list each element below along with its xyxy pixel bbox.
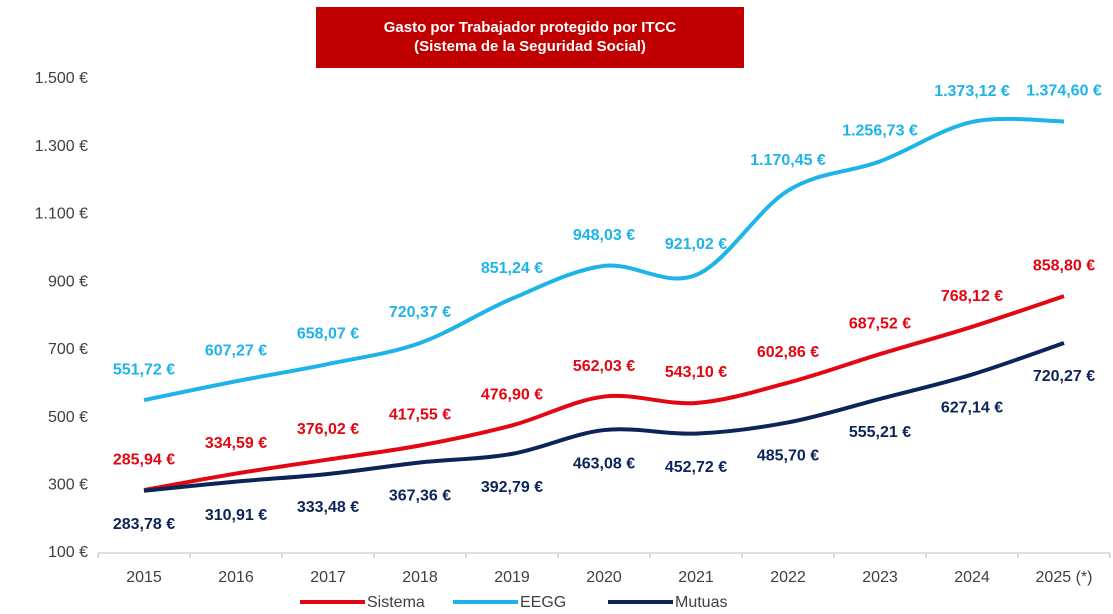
data-label: 452,72 € (665, 459, 727, 476)
data-label: 1.170,45 € (750, 152, 826, 169)
data-label: 485,70 € (757, 448, 819, 465)
x-tick-label: 2024 (954, 569, 990, 586)
y-tick-label: 1.100 € (35, 206, 88, 223)
data-label: 851,24 € (481, 260, 543, 277)
x-tick-label: 2017 (310, 569, 346, 586)
data-label: 687,52 € (849, 315, 911, 332)
data-label: 768,12 € (941, 288, 1003, 305)
legend-label: Mutuas (675, 594, 727, 611)
title-box (316, 7, 744, 68)
chart-subtitle: (Sistema de la Seguridad Social) (414, 38, 646, 55)
data-label: 476,90 € (481, 387, 543, 404)
data-label: 283,78 € (113, 516, 175, 533)
legend-label: EEGG (520, 594, 566, 611)
data-label: 720,27 € (1033, 368, 1095, 385)
data-label: 1.256,73 € (842, 123, 918, 140)
data-label: 658,07 € (297, 325, 359, 342)
data-label: 921,02 € (665, 236, 727, 253)
data-label: 333,48 € (297, 499, 359, 516)
y-tick-label: 1.300 € (35, 138, 88, 155)
data-label: 543,10 € (665, 364, 727, 381)
x-tick-label: 2023 (862, 569, 898, 586)
legend-label: Sistema (367, 594, 425, 611)
data-label: 310,91 € (205, 507, 267, 524)
y-tick-label: 300 € (48, 477, 88, 494)
data-label: 602,86 € (757, 344, 819, 361)
line (143, 294, 1065, 493)
data-label: 392,79 € (481, 479, 543, 496)
data-label: 376,02 € (297, 421, 359, 438)
x-tick-label: 2016 (218, 569, 254, 586)
line (143, 341, 1065, 493)
x-tick-label: 2015 (126, 569, 162, 586)
data-label: 562,03 € (573, 358, 635, 375)
y-tick-label: 700 € (48, 341, 88, 358)
x-tick-label: 2022 (770, 569, 806, 586)
data-label: 1.373,12 € (934, 83, 1010, 100)
data-label: 555,21 € (849, 424, 911, 441)
data-label: 285,94 € (113, 451, 175, 468)
data-label: 858,80 € (1033, 257, 1095, 274)
chart-title: Gasto por Trabajador protegido por ITCC (384, 19, 677, 36)
y-tick-label: 100 € (48, 544, 88, 561)
line (143, 116, 1065, 403)
data-label: 367,36 € (389, 488, 451, 505)
data-label: 463,08 € (573, 455, 635, 472)
data-label: 607,27 € (205, 342, 267, 359)
y-tick-label: 500 € (48, 409, 88, 426)
x-tick-label: 2018 (402, 569, 438, 586)
x-tick-label: 2021 (678, 569, 714, 586)
x-tick-label: 2019 (494, 569, 530, 586)
y-tick-label: 1.500 € (35, 70, 88, 87)
x-tick-label: 2025 (*) (1036, 569, 1093, 586)
data-label: 627,14 € (941, 400, 1003, 417)
data-label: 948,03 € (573, 227, 635, 244)
data-label: 417,55 € (389, 407, 451, 424)
data-label: 720,37 € (389, 304, 451, 321)
data-label: 551,72 € (113, 361, 175, 378)
data-label: 334,59 € (205, 435, 267, 452)
y-tick-label: 900 € (48, 273, 88, 290)
data-label: 1.374,60 € (1026, 83, 1102, 100)
x-tick-label: 2020 (586, 569, 622, 586)
